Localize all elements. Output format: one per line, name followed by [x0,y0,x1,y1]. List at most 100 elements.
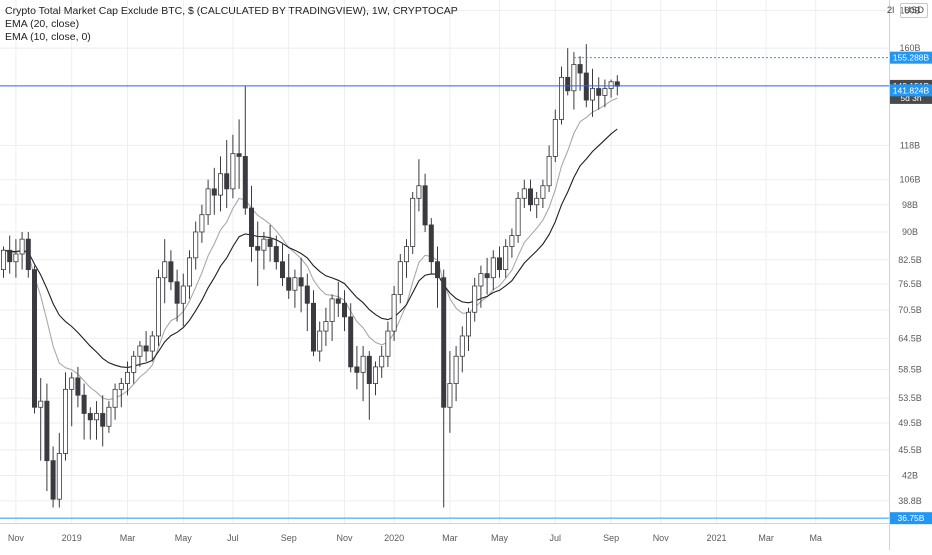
chart-legend: Crypto Total Market Cap Exclude BTC, $ (… [5,5,458,44]
price-tag-2: 155.288B [893,53,930,63]
y-tick-label: 53.5B [898,393,922,403]
y-tick-label: 90B [902,227,918,237]
price-tag-extra-0: 141.824B [893,85,930,95]
x-tick-label: Jul [550,533,562,543]
candle-body [360,355,366,373]
candle-body [44,400,50,462]
candle-body [559,76,565,120]
candle-body [298,277,304,287]
candle-body [205,188,211,216]
candle-body [546,156,552,187]
x-tick-label: Jul [227,533,239,543]
candle-body [503,246,509,271]
x-tick-label: 2021 [706,533,726,543]
candle-body [56,453,62,500]
candle-body [608,81,614,89]
candle-body [7,249,13,263]
candle-body [565,76,571,92]
candle-body [372,366,378,384]
candle-body [540,185,546,199]
candle-body [552,119,558,157]
candle-body [341,302,347,318]
y-tick-label: 38.8B [898,496,922,506]
candle-body [478,273,484,287]
candle-body [304,285,310,304]
candle-body [50,460,56,500]
candle-body [100,413,106,427]
x-tick-label: Nov [336,533,353,543]
candle-body [465,311,471,337]
x-tick-label: Ma [809,533,822,543]
candle-body [447,383,453,408]
candle-body [509,235,515,247]
currency-badge[interactable]: USD [899,3,928,18]
candle-body [521,188,527,199]
symbol-title[interactable]: Crypto Total Market Cap Exclude BTC, $ (… [5,5,458,17]
y-tick-label: 82.5B [898,255,922,265]
candle-body [13,253,19,263]
candle-body [25,238,31,271]
price-tag-0-countdown: 5d 3h [900,93,922,103]
candle-body [162,261,168,279]
candle-body [94,413,100,421]
x-tick-label: Sep [281,533,297,543]
y-tick-label: 106B [899,175,920,185]
candle-body [583,72,589,101]
x-tick-label: Nov [8,533,25,543]
candle-body [137,345,143,357]
candle-body [577,64,583,74]
ema10-legend[interactable]: EMA (10, close, 0) [5,31,91,43]
ema20-line [3,128,618,368]
candle-body [434,261,440,279]
candle-body [63,388,69,454]
candle-body [453,355,459,384]
candle-body [224,173,230,190]
candle-body [571,64,577,92]
candle-body [186,257,192,287]
candle-body [118,383,124,390]
candle-body [515,197,521,236]
candle-body [422,185,428,226]
candle-body [180,285,186,304]
candle-body [87,413,93,421]
candle-body [490,257,496,279]
candle-body [19,238,25,255]
x-tick-label: Mar [442,533,458,543]
candle-body [273,246,279,263]
candle-body [106,406,112,427]
candle-body [81,394,87,414]
price-tag-2-bg [890,51,932,64]
candle-body [261,238,267,251]
x-tick-label: Sep [603,533,619,543]
candle-body [496,257,502,271]
x-tick-label: Mar [120,533,136,543]
ema20-legend[interactable]: EMA (20, close) [5,18,80,30]
candle-body [236,153,242,157]
candle-body [149,335,155,352]
candle-body [596,88,602,96]
candle-body [267,238,273,247]
price-tag-1: 36.75B [898,513,925,523]
price-tag-1-bg [890,512,932,525]
y-tick-label: 42B [902,471,918,481]
candle-body [193,231,199,259]
candle-body [329,298,335,322]
candle-body [441,277,447,408]
x-tick-label: Mar [758,533,774,543]
candle-body [354,366,360,373]
candle-body [32,269,38,408]
log-scale-toggle[interactable]: 2l [886,5,895,16]
candle-body [397,261,403,295]
price-scale-controls: 2l USD [884,3,928,18]
candle-body [472,285,478,313]
y-tick-label: 180B [899,5,920,15]
candle-body [590,88,596,101]
candle-body [292,277,298,291]
candle-body [255,246,261,251]
candle-body [279,261,285,279]
y-tick-label: 76.5B [898,279,922,289]
y-tick-label: 160B [899,43,920,53]
x-tick-label: May [491,533,509,543]
